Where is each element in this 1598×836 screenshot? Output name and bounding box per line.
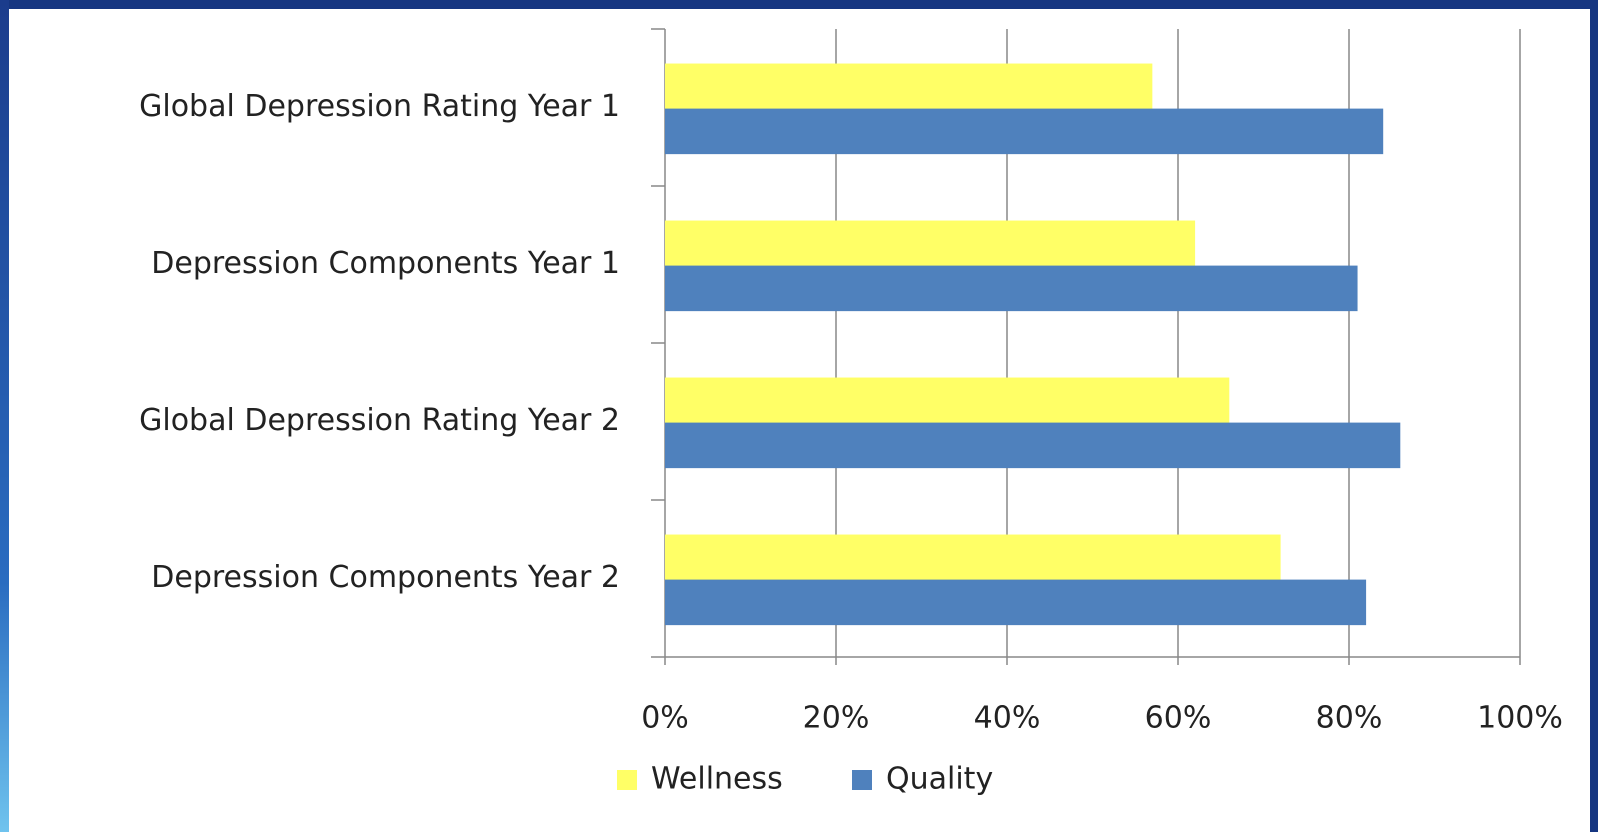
x-tick-label: 0%: [641, 701, 689, 736]
bar: [665, 422, 1401, 469]
x-tick-label: 80%: [1316, 701, 1383, 736]
y-tick-label: Global Depression Rating Year 2: [139, 403, 620, 438]
bar: [665, 220, 1196, 267]
legend-label: Quality: [886, 762, 993, 797]
legend-swatch: [617, 770, 637, 790]
y-tick-label: Depression Components Year 2: [151, 560, 620, 595]
x-tick-label: 100%: [1477, 701, 1563, 736]
legend-swatch: [852, 770, 872, 790]
x-tick-label: 60%: [1145, 701, 1212, 736]
x-tick-label: 40%: [974, 701, 1041, 736]
x-tick-label: 20%: [803, 701, 870, 736]
bar: [665, 108, 1384, 155]
bar: [665, 377, 1230, 424]
y-tick-label: Depression Components Year 1: [151, 246, 620, 281]
bar: [665, 63, 1153, 110]
y-tick-label: Global Depression Rating Year 1: [139, 89, 620, 124]
legend-label: Wellness: [651, 762, 783, 797]
bar: [665, 534, 1281, 581]
frame-edge: [0, 0, 9, 832]
bar: [665, 265, 1358, 312]
bar: [665, 579, 1367, 626]
